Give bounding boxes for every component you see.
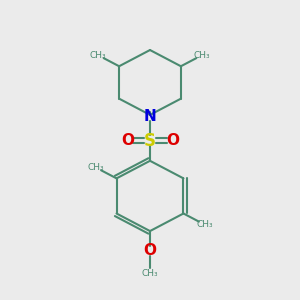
Text: CH₃: CH₃ [194,51,210,60]
Text: CH₃: CH₃ [196,220,213,229]
Text: N: N [144,109,156,124]
Text: O: O [143,243,157,258]
Text: CH₃: CH₃ [90,51,106,60]
Text: O: O [121,133,134,148]
Text: CH₃: CH₃ [142,269,158,278]
Text: CH₃: CH₃ [87,163,104,172]
Text: S: S [144,131,156,149]
Text: O: O [166,133,179,148]
